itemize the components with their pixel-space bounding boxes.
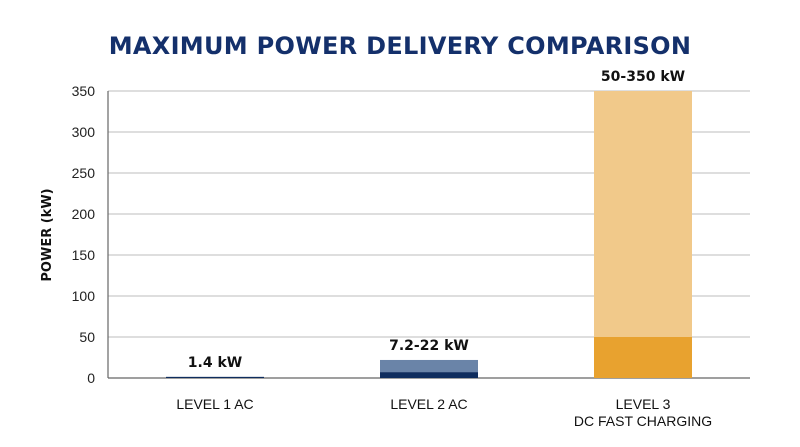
x-tick-label: LEVEL 1 AC — [176, 396, 253, 412]
y-axis-label: POWER (kW) — [40, 188, 55, 281]
y-tick-label: 350 — [72, 83, 96, 99]
y-tick-label: 250 — [72, 165, 96, 181]
chart-title: MAXIMUM POWER DELIVERY COMPARISON — [109, 32, 692, 60]
bar-base — [166, 376, 264, 378]
x-tick-label: DC FAST CHARGING — [574, 413, 712, 429]
x-tick-label: LEVEL 3 — [616, 396, 671, 412]
y-tick-label: 0 — [87, 370, 95, 386]
data-label: 50-350 kW — [601, 69, 685, 85]
bar-range — [594, 91, 692, 337]
y-tick-labels: 0 50 100 150 200 250 300 350 — [72, 83, 96, 386]
y-tick-label: 50 — [79, 329, 95, 345]
y-tick-label: 300 — [72, 124, 96, 140]
bar-base — [380, 372, 478, 378]
data-label: 1.4 kW — [188, 355, 242, 371]
value-labels: 1.4 kW 7.2-22 kW 50-350 kW — [188, 69, 685, 371]
y-tick-label: 150 — [72, 247, 96, 263]
category-labels: LEVEL 1 AC LEVEL 2 AC LEVEL 3DC FAST CHARG… — [176, 396, 712, 429]
bar-base — [594, 337, 692, 378]
y-tick-label: 200 — [72, 206, 96, 222]
data-label: 7.2-22 kW — [389, 338, 469, 354]
x-tick-label: LEVEL 2 AC — [390, 396, 467, 412]
bar-range — [380, 359, 478, 373]
bars — [166, 91, 692, 378]
y-tick-label: 100 — [72, 288, 96, 304]
